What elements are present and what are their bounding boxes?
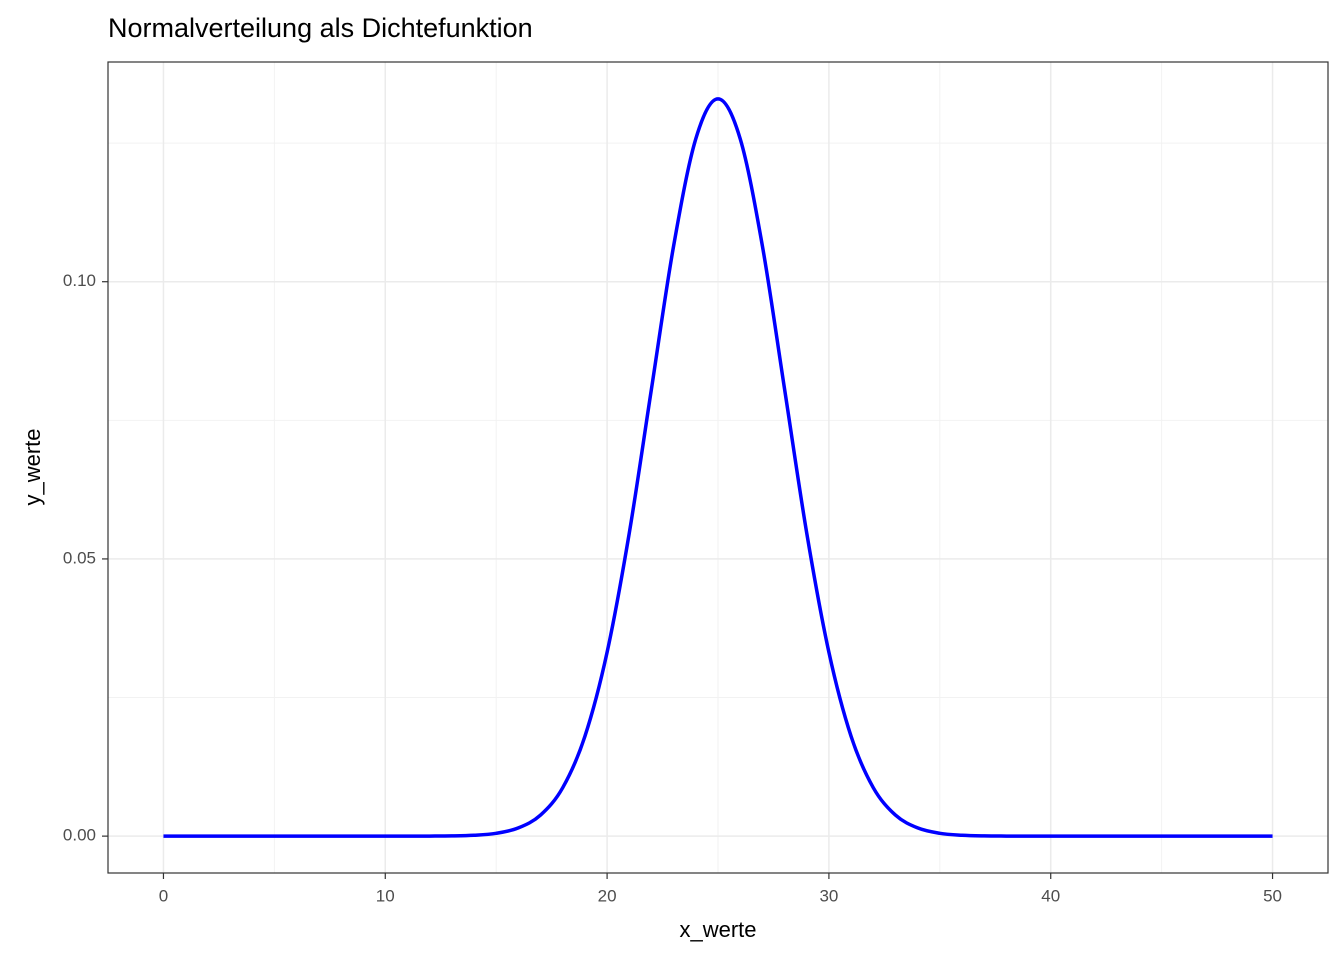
y-tick-label: 0.00 <box>63 826 96 845</box>
x-tick-label: 0 <box>159 886 168 905</box>
y-axis-title: y_werte <box>20 428 45 505</box>
x-tick-label: 20 <box>598 886 617 905</box>
panel-border <box>107 61 1329 874</box>
x-axis-title: x_werte <box>679 917 756 942</box>
y-tick-label: 0.10 <box>63 271 96 290</box>
x-tick-label: 10 <box>376 886 395 905</box>
chart-title: Normalverteilung als Dichtefunktion <box>108 13 533 43</box>
line <box>163 97 1273 838</box>
x-tick-label: 50 <box>1263 886 1282 905</box>
x-tick-label: 40 <box>1041 886 1060 905</box>
y-tick-label: 0.05 <box>63 548 96 567</box>
x-tick-label: 30 <box>819 886 838 905</box>
